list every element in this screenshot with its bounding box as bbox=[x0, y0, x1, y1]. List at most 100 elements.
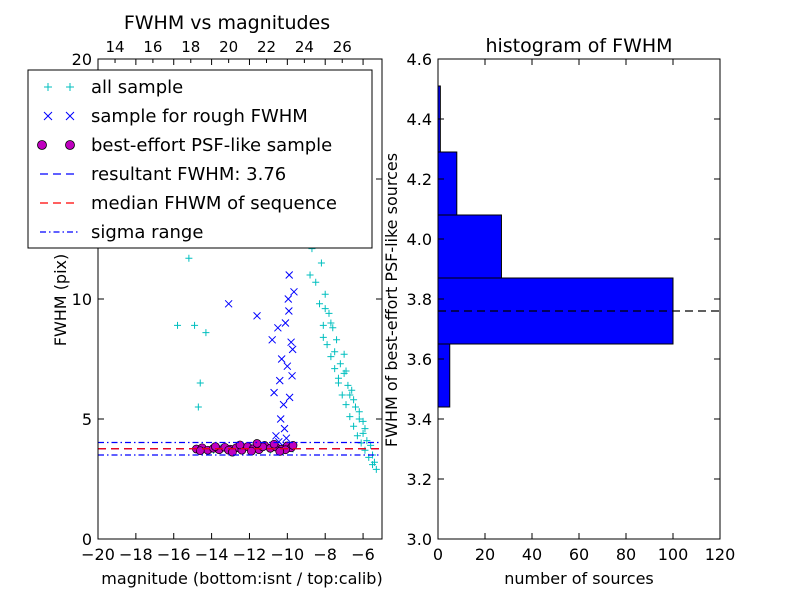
legend: all sample sample for rough FWHM best-effo… bbox=[27, 69, 373, 249]
x-tick-label: −10 bbox=[270, 545, 304, 564]
all-sample-point bbox=[338, 391, 346, 399]
rough-sample-point bbox=[282, 434, 291, 443]
rough-sample-point bbox=[285, 271, 294, 279]
all-sample-point bbox=[196, 379, 204, 387]
y-tick-label: 20 bbox=[72, 50, 92, 69]
y-tick-label: 4.6 bbox=[407, 50, 432, 69]
x-tick-label: −16 bbox=[157, 545, 191, 564]
all-sample-point bbox=[333, 336, 341, 344]
legend-label: resultant FWHM: 3.76 bbox=[91, 164, 286, 185]
all-sample-point bbox=[312, 278, 320, 286]
all-sample-point bbox=[185, 254, 193, 262]
x-tick-label: −6 bbox=[351, 545, 375, 564]
all-sample-point bbox=[174, 321, 182, 329]
legend-plus-marker bbox=[44, 83, 52, 91]
top-x-tick-label: 14 bbox=[105, 38, 124, 56]
all-sample-point bbox=[350, 422, 358, 430]
y-tick-label: 4.0 bbox=[407, 230, 432, 249]
y-tick-label: 3.4 bbox=[407, 410, 432, 429]
all-sample-point bbox=[325, 309, 333, 317]
y-tick-label: 10 bbox=[72, 290, 92, 309]
right-ticks: 0 20 40 60 80 100 120 3.0 3.2 3.4 3.6 3.8 4.0 4.2 4.4 4… bbox=[407, 50, 736, 564]
all-sample-point bbox=[331, 365, 339, 373]
x-tick-label: 20 bbox=[475, 545, 495, 564]
all-sample-point bbox=[331, 348, 339, 356]
rough-sample-point bbox=[281, 319, 290, 327]
legend-circle-marker bbox=[37, 140, 47, 150]
x-tick-label: 40 bbox=[522, 545, 542, 564]
all-sample-point bbox=[334, 374, 342, 382]
psf-sample-point bbox=[252, 439, 262, 448]
right-data-layer bbox=[437, 85, 720, 408]
top-x-tick-label: 20 bbox=[219, 38, 238, 56]
histogram-bar bbox=[437, 151, 458, 216]
right-histogram-panel: histogram of FWHM 0 20 40 60 80 100 120 3.0 3.2 3… bbox=[382, 35, 735, 588]
all-sample-point bbox=[316, 300, 324, 308]
all-sample-point bbox=[355, 408, 363, 416]
all-sample-point bbox=[323, 341, 331, 349]
all-sample-point bbox=[361, 425, 369, 433]
x-tick-label: −14 bbox=[195, 545, 229, 564]
all-sample-point bbox=[355, 415, 363, 423]
y-tick-label: 4.4 bbox=[407, 110, 432, 129]
all-sample-point bbox=[319, 321, 327, 329]
x-tick-label: −12 bbox=[233, 545, 267, 564]
all-sample-point bbox=[340, 350, 348, 358]
all-sample-point bbox=[363, 437, 371, 445]
rough-sample-point bbox=[290, 287, 298, 296]
right-y-axis-label: FWHM of best-effort PSF-like sources bbox=[382, 153, 401, 447]
rough-sample-point bbox=[224, 299, 233, 308]
left-scatter-panel: FWHM vs magnitudes −20 −18 −16 −14 −12 −10 −8−… bbox=[27, 12, 383, 588]
x-tick-label: −18 bbox=[119, 545, 153, 564]
y-tick-label: 3.0 bbox=[407, 530, 432, 549]
all-sample-point bbox=[350, 396, 358, 404]
all-sample-point bbox=[202, 329, 210, 337]
top-x-tick-label: 26 bbox=[333, 38, 352, 56]
y-tick-label: 0 bbox=[82, 530, 92, 549]
histogram-bar bbox=[437, 343, 451, 408]
legend-label: sigma range bbox=[91, 222, 203, 243]
rough-sample-point bbox=[279, 400, 288, 409]
x-tick-label: −8 bbox=[313, 545, 337, 564]
legend-label: best-effort PSF-like sample bbox=[91, 135, 332, 156]
legend-box bbox=[27, 69, 373, 249]
legend-circle-marker bbox=[65, 140, 75, 150]
y-tick-label: 3.2 bbox=[407, 470, 432, 489]
all-sample-point bbox=[194, 403, 202, 411]
rough-sample-point bbox=[284, 307, 293, 315]
all-sample-point bbox=[370, 458, 378, 466]
all-sample-point bbox=[329, 324, 337, 332]
all-sample-point bbox=[359, 429, 367, 437]
psf-sample-point bbox=[269, 439, 279, 449]
top-x-tick-label: 18 bbox=[181, 38, 200, 56]
all-sample-point bbox=[191, 321, 199, 329]
legend-label: sample for rough FWHM bbox=[91, 106, 308, 127]
x-tick-label: 100 bbox=[658, 545, 689, 564]
all-sample-point bbox=[336, 360, 344, 368]
rough-sample-point bbox=[268, 335, 277, 344]
y-tick-label: 4.2 bbox=[407, 170, 432, 189]
all-sample-point bbox=[344, 381, 352, 389]
all-sample-point bbox=[359, 417, 367, 425]
all-sample-point bbox=[327, 319, 335, 327]
x-tick-label: −20 bbox=[81, 545, 115, 564]
rough-sample-point bbox=[276, 415, 285, 423]
rough-sample-point bbox=[288, 371, 296, 380]
right-chart-title: histogram of FWHM bbox=[485, 35, 672, 57]
all-sample-point bbox=[321, 305, 329, 313]
all-sample-point bbox=[306, 271, 314, 279]
rough-sample-point bbox=[253, 311, 261, 320]
rough-sample-point bbox=[288, 345, 297, 354]
left-y-axis-label: FWHM (pix) bbox=[51, 254, 70, 347]
legend-label: all sample bbox=[91, 77, 183, 98]
all-sample-point bbox=[317, 259, 325, 267]
right-x-axis-label: number of sources bbox=[504, 569, 654, 588]
x-tick-label: 80 bbox=[616, 545, 636, 564]
all-sample-point bbox=[361, 446, 369, 454]
all-sample-point bbox=[342, 401, 350, 409]
all-sample-point bbox=[346, 391, 354, 399]
all-sample-point bbox=[348, 386, 356, 394]
x-tick-label: 0 bbox=[433, 545, 443, 564]
rough-sample-point bbox=[272, 431, 280, 440]
